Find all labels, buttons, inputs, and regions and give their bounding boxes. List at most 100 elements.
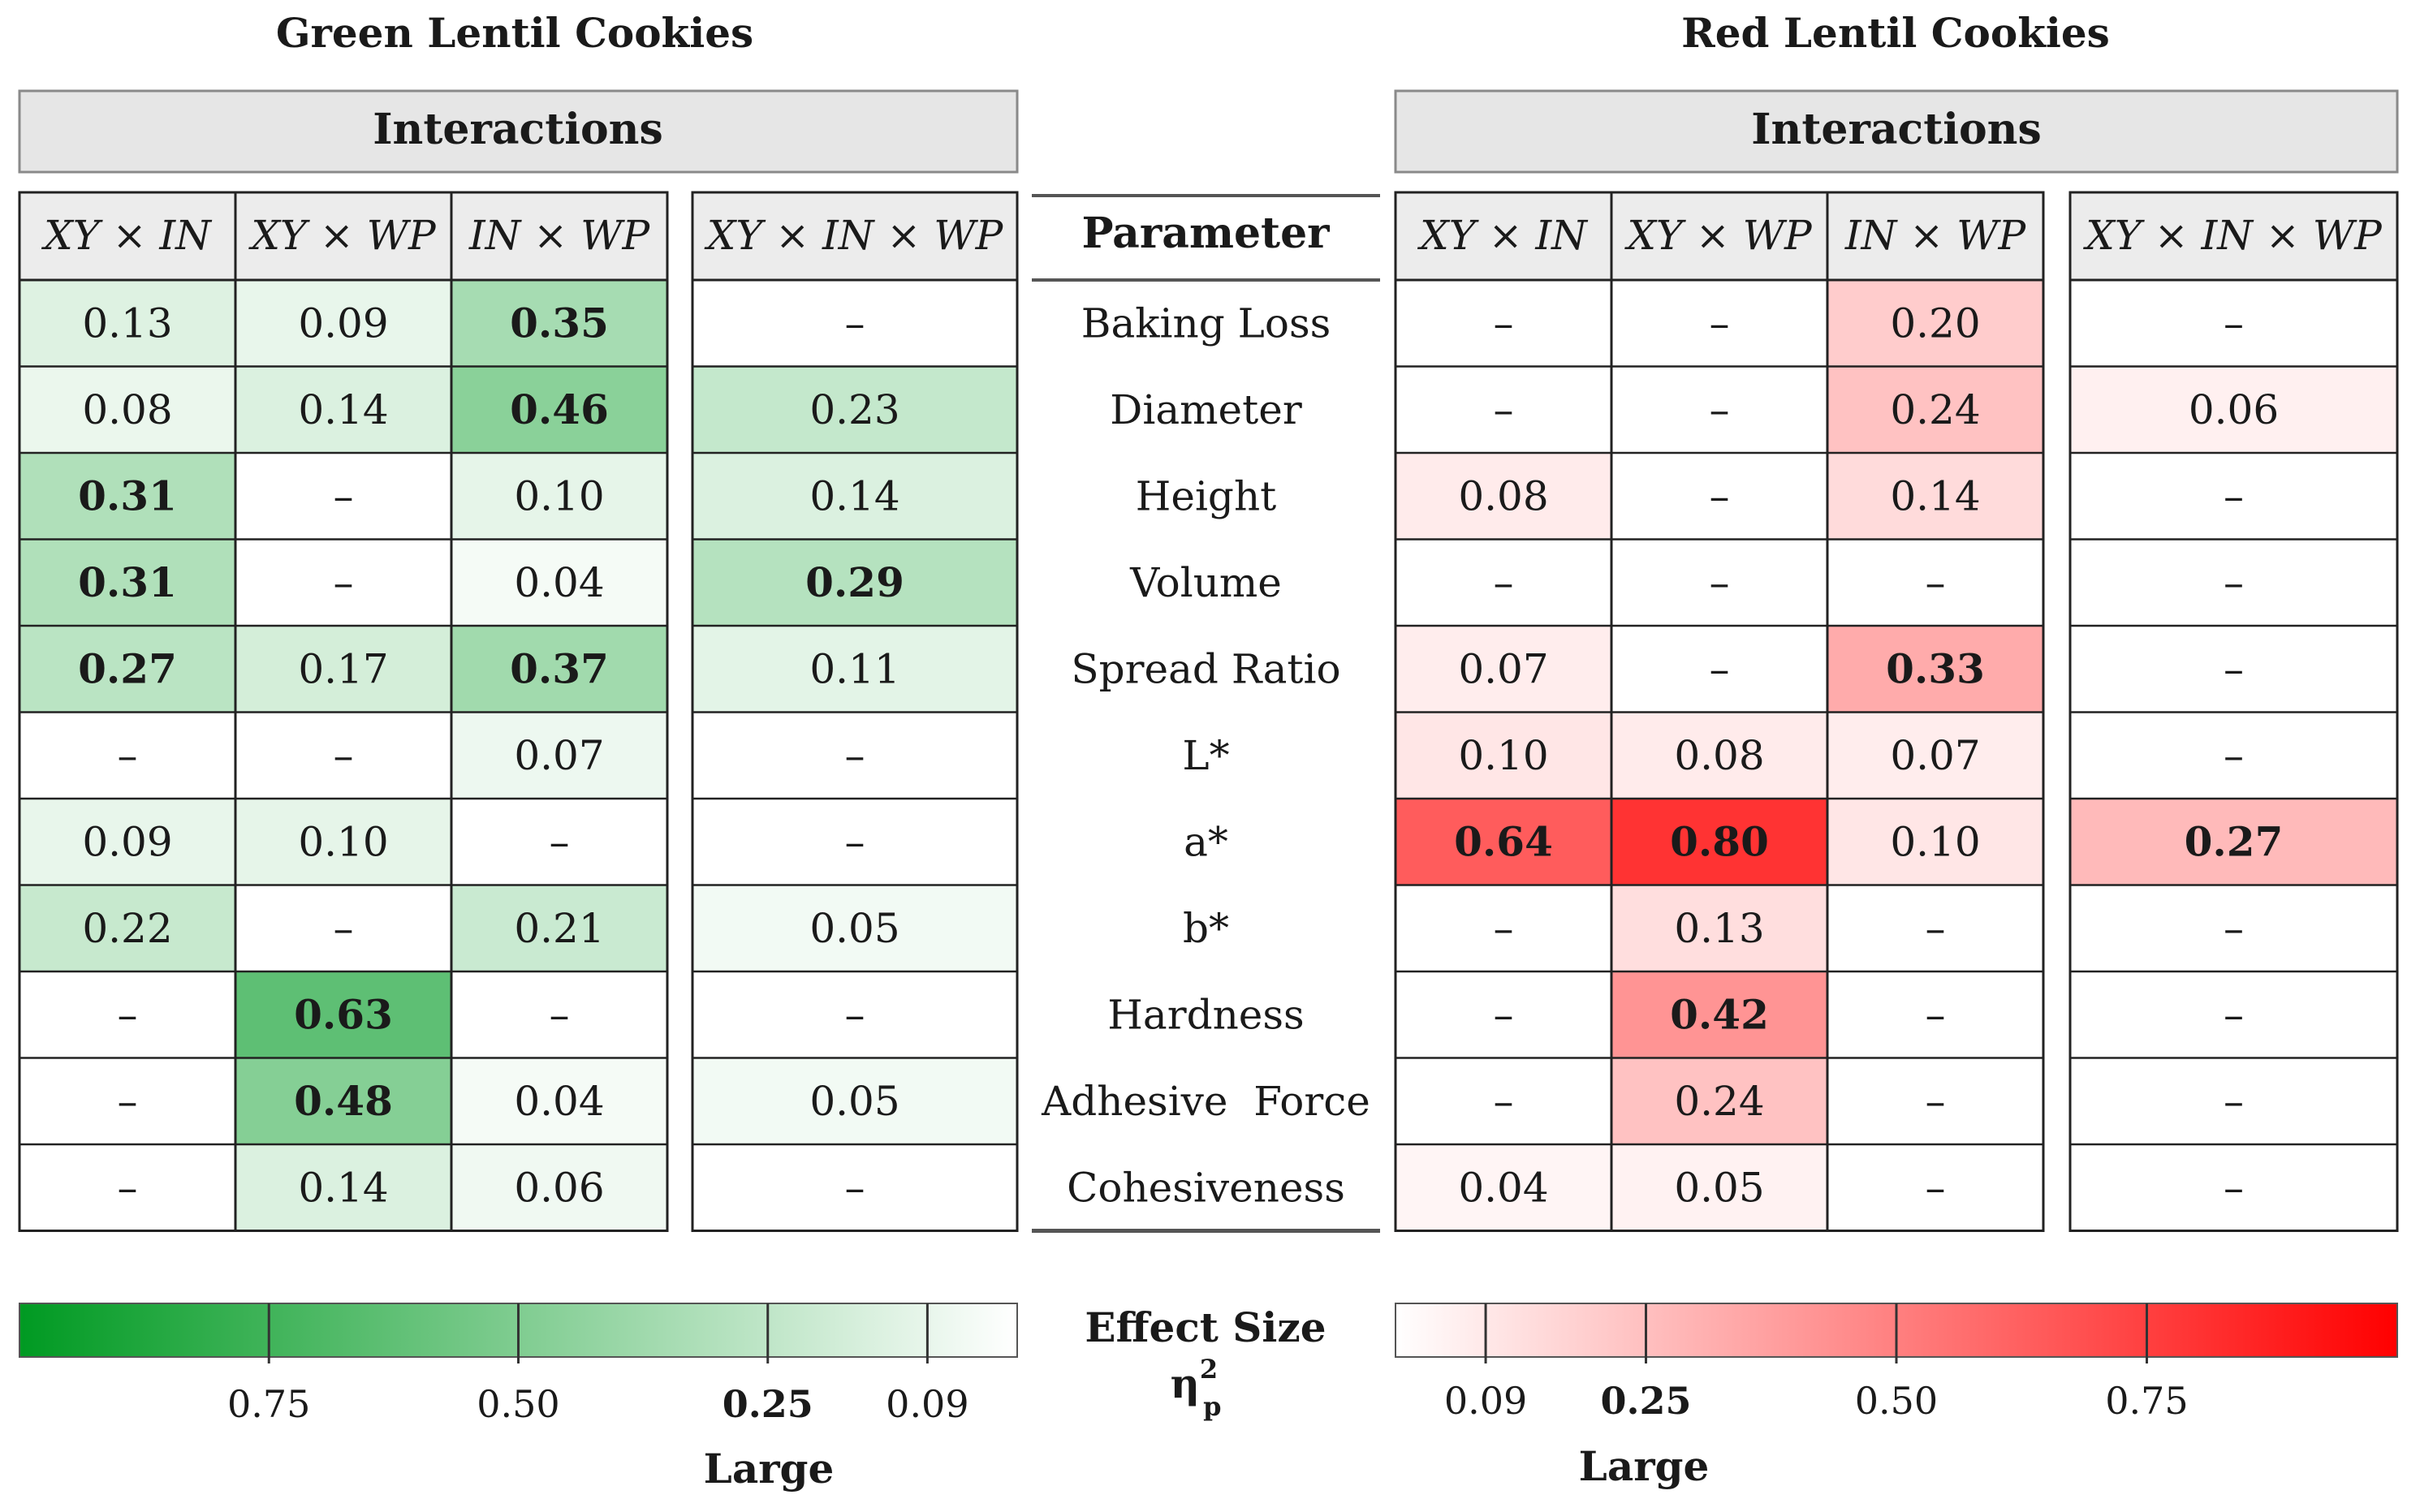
red-value-r10-c1: – (1494, 1078, 1514, 1125)
red-cell-r6-c1 (1395, 712, 1611, 799)
green-value-r10-c3: 0.04 (514, 1078, 604, 1125)
effect-size-legend: 0.75 0.50 0.25 0.09 0.09 0.25 0.50 0.75 Effect … (19, 1303, 2398, 1493)
parameter-label-7: a* (1184, 818, 1228, 865)
red-value-r6-c2: 0.08 (1674, 732, 1764, 779)
green-value-r11-c4: – (845, 1164, 865, 1211)
green-value-r5-c1: 0.27 (78, 644, 177, 692)
red-value-r10-c3: – (1926, 1078, 1946, 1125)
red-cell-r8-c1 (1395, 885, 1611, 971)
green-cell-r7-c2 (235, 799, 451, 885)
parameter-label-8: b* (1183, 905, 1229, 952)
green-column-header-4: XY × IN × WP (704, 212, 1004, 259)
parameter-label-9: Hardness (1107, 991, 1304, 1038)
red-cell-r7-c4 (2070, 799, 2397, 885)
green-cell-r4-c1 (19, 539, 235, 626)
green-cell-r6-c1 (19, 712, 235, 799)
red-cell-r10-c3 (1827, 1058, 2043, 1144)
green-cell-r10-c3 (451, 1058, 667, 1144)
green-cell-r7-c1 (19, 799, 235, 885)
green-cell-r3-c4 (692, 453, 1017, 540)
green-cell-r7-c4 (692, 799, 1017, 885)
red-column-header-cell-2 (1611, 192, 1827, 280)
green-cell-r9-c2 (235, 971, 451, 1058)
green-value-r1-c4: – (845, 299, 865, 347)
red-cell-r6-c4 (2070, 712, 2397, 799)
green-value-r4-c2: – (334, 559, 354, 606)
red-cell-r8-c4 (2070, 885, 2397, 971)
red-cell-r9-c4 (2070, 971, 2397, 1058)
green-column-header-1: XY × IN (41, 212, 213, 259)
red-interactions-header: Interactions (1394, 89, 2399, 174)
legend-title: Effect Size (1085, 1303, 1326, 1351)
green-value-r1-c1: 0.13 (82, 299, 172, 347)
red-value-r4-c1: – (1494, 559, 1514, 606)
green-legend-tick-label-4: 0.09 (886, 1382, 968, 1426)
red-value-r8-c2: 0.13 (1674, 905, 1764, 952)
parameter-column-header: Parameter (1081, 209, 1330, 258)
red-value-r4-c4: – (2224, 559, 2244, 606)
red-cell-r1-c2 (1611, 280, 1827, 367)
red-value-r1-c4: – (2224, 299, 2244, 347)
eta-superscript: 2 (1200, 1354, 1218, 1385)
red-cell-r9-c1 (1395, 971, 1611, 1058)
green-value-r5-c3: 0.37 (510, 644, 609, 692)
green-value-r2-c1: 0.08 (82, 386, 172, 433)
red-value-r7-c1: 0.64 (1454, 817, 1553, 865)
green-value-r11-c3: 0.06 (514, 1164, 604, 1211)
red-value-r11-c4: – (2224, 1164, 2244, 1211)
red-cell-r10-c2 (1611, 1058, 1827, 1144)
green-cell-r5-c1 (19, 626, 235, 713)
red-value-r10-c2: 0.24 (1674, 1078, 1764, 1125)
red-value-r9-c4: – (2224, 991, 2244, 1038)
green-value-r6-c4: – (845, 732, 865, 779)
red-column-header-4: XY × IN × WP (2082, 212, 2383, 259)
green-column-header-cell-4 (692, 192, 1017, 280)
red-value-r10-c4: – (2224, 1078, 2244, 1125)
red-cell-r5-c2 (1611, 626, 1827, 713)
green-legend-large-label: Large (704, 1445, 835, 1493)
red-value-r3-c3: 0.14 (1890, 472, 1980, 519)
parameter-label-6: L* (1182, 732, 1229, 779)
green-cell-r8-c4 (692, 885, 1017, 971)
green-cell-r10-c2 (235, 1058, 451, 1144)
red-cell-r7-c3 (1827, 799, 2043, 885)
red-value-r1-c2: – (1710, 299, 1730, 347)
red-cell-r1-c1 (1395, 280, 1611, 367)
red-cell-r7-c1 (1395, 799, 1611, 885)
green-value-r10-c2: 0.48 (294, 1077, 393, 1125)
green-value-r11-c1: – (118, 1164, 138, 1211)
red-value-r9-c2: 0.42 (1670, 990, 1769, 1038)
green-column-header-cell-2 (235, 192, 451, 280)
eta-symbol: η (1171, 1359, 1200, 1407)
red-value-r6-c1: 0.10 (1458, 732, 1548, 779)
red-cell-r11-c2 (1611, 1144, 1827, 1231)
green-value-r2-c4: 0.23 (809, 386, 899, 433)
green-cell-r8-c3 (451, 885, 667, 971)
green-value-r6-c2: – (334, 732, 354, 779)
green-value-r5-c4: 0.11 (809, 645, 899, 692)
green-value-r7-c1: 0.09 (82, 818, 172, 865)
red-cell-r4-c1 (1395, 539, 1611, 626)
green-value-r9-c1: – (118, 991, 138, 1038)
red-value-r2-c2: – (1710, 386, 1730, 433)
green-value-r9-c4: – (845, 991, 865, 1038)
green-cell-r3-c3 (451, 453, 667, 540)
green-value-r10-c4: 0.05 (809, 1078, 899, 1125)
red-value-r5-c3: 0.33 (1886, 644, 1985, 692)
red-column-header-cell-1 (1395, 192, 1611, 280)
red-cell-r11-c3 (1827, 1144, 2043, 1231)
green-cell-r10-c4 (692, 1058, 1017, 1144)
red-cell-r8-c3 (1827, 885, 2043, 971)
red-legend-large-label: Large (1579, 1442, 1710, 1490)
green-cell-r9-c4 (692, 971, 1017, 1058)
green-interactions-label: Interactions (373, 105, 663, 154)
red-value-r5-c1: 0.07 (1458, 645, 1548, 692)
red-cell-r7-c2 (1611, 799, 1827, 885)
green-cell-r5-c4 (692, 626, 1017, 713)
green-value-r2-c2: 0.14 (298, 386, 388, 433)
green-value-r6-c3: 0.07 (514, 732, 604, 779)
green-value-r5-c2: 0.17 (298, 645, 388, 692)
red-value-r1-c3: 0.20 (1890, 299, 1980, 347)
red-cell-r4-c2 (1611, 539, 1827, 626)
parameter-label-11: Cohesiveness (1067, 1164, 1345, 1211)
